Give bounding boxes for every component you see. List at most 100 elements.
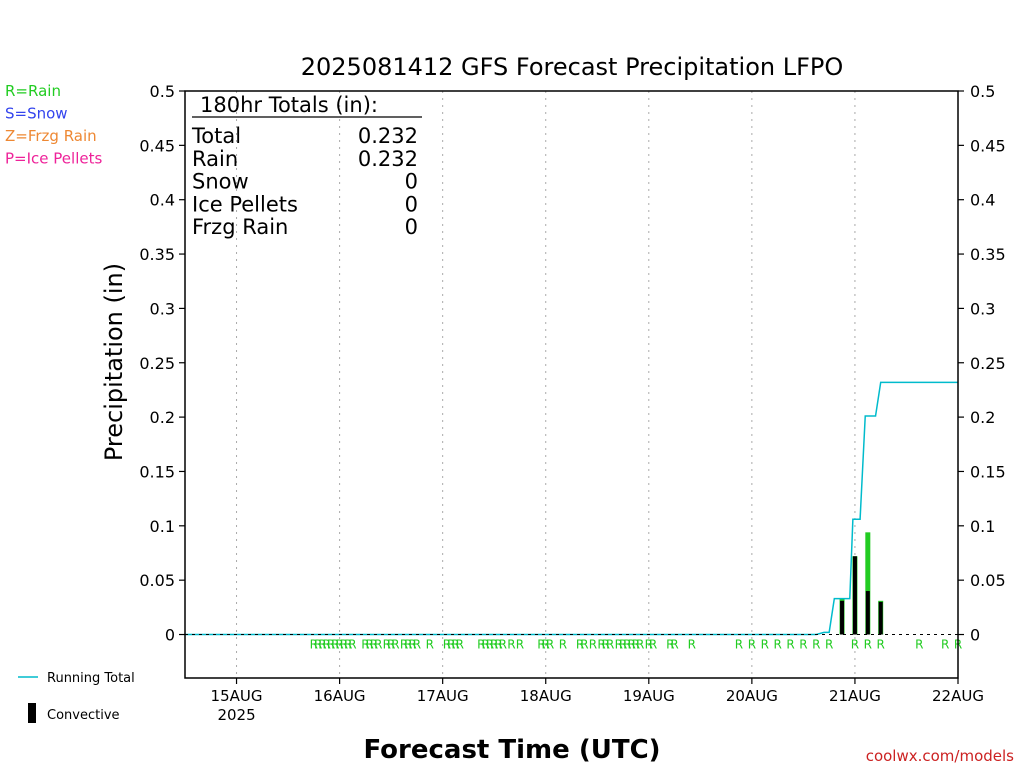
rain-mark: R <box>799 638 807 652</box>
rain-mark: R <box>877 638 885 652</box>
rain-mark: R <box>559 638 567 652</box>
y-tick-label-left-3: 0.15 <box>139 462 175 481</box>
convective-bar-1 <box>852 556 857 635</box>
rain-mark: R <box>413 638 421 652</box>
rain-mark: R <box>499 638 507 652</box>
legend-item-2: Z=Frzg Rain <box>5 127 97 145</box>
totals-value-2: 0 <box>405 170 418 194</box>
x-tick-sublabel-0: 2025 <box>217 706 255 724</box>
x-tick-label-4: 19AUG <box>623 687 675 705</box>
totals-label-2: Snow <box>192 170 249 194</box>
y-tick-label-left-2: 0.1 <box>150 517 175 536</box>
convective-bar-2 <box>865 591 870 635</box>
x-tick-label-1: 16AUG <box>314 687 366 705</box>
x-tick-label-0: 15AUG <box>211 687 263 705</box>
precip-type-legend: R=Rain S=Snow Z=Frzg Rain P=Ice Pellets <box>5 82 102 168</box>
rain-mark: R <box>387 638 395 652</box>
rain-mark: R <box>516 638 524 652</box>
y-tick-label-left-7: 0.35 <box>139 245 175 264</box>
rain-mark: R <box>602 638 610 652</box>
rain-mark: R <box>735 638 743 652</box>
rain-mark: R <box>748 638 756 652</box>
convective-legend: Convective <box>28 703 120 723</box>
x-tick-label-3: 18AUG <box>520 687 572 705</box>
rain-mark: R <box>447 638 455 652</box>
rain-mark: R <box>340 638 348 652</box>
rain-mark: R <box>851 638 859 652</box>
rain-mark: R <box>327 638 335 652</box>
x-tick-label-7: 22AUG <box>932 687 984 705</box>
rain-mark: R <box>456 638 464 652</box>
rain-mark: R <box>864 638 872 652</box>
y-tick-label-right-1: 0.05 <box>970 571 1006 590</box>
rain-mark: R <box>374 638 382 652</box>
rain-mark: R <box>361 638 369 652</box>
totals-value-0: 0.232 <box>358 124 418 148</box>
rain-mark: R <box>490 638 498 652</box>
convective-bar-3 <box>878 601 883 635</box>
y-tick-label-left-4: 0.2 <box>150 408 175 427</box>
rain-mark: R <box>323 638 331 652</box>
chart-title: 2025081412 GFS Forecast Precipitation LF… <box>301 53 844 81</box>
plot-frame <box>184 90 959 679</box>
rain-mark: R <box>426 638 434 652</box>
rain-mark: R <box>486 638 494 652</box>
y-tick-label-left-5: 0.25 <box>139 354 175 373</box>
y-tick-label-right-9: 0.45 <box>970 136 1006 155</box>
rain-mark: R <box>649 638 657 652</box>
running-total-legend-label: Running Total <box>47 671 135 686</box>
convective-legend-label: Convective <box>47 708 120 723</box>
rain-mark: R <box>314 638 322 652</box>
precip-bars <box>839 532 884 635</box>
rain-mark: R <box>542 638 550 652</box>
rain-mark: R <box>632 638 640 652</box>
x-axis-label: Forecast Time (UTC) <box>363 735 660 765</box>
y-tick-label-left-6: 0.3 <box>150 299 175 318</box>
rain-mark: R <box>688 638 696 652</box>
rain-mark: R <box>645 638 653 652</box>
running-total-line <box>185 381 958 636</box>
x-tick-label-5: 20AUG <box>726 687 778 705</box>
y-tick-label-right-3: 0.15 <box>970 462 1006 481</box>
y-tick-label-right-0: 0 <box>970 626 980 645</box>
x-tick-label-6: 21AUG <box>829 687 881 705</box>
rain-mark: R <box>335 638 343 652</box>
totals-label-0: Total <box>191 124 241 148</box>
rain-mark: R <box>825 638 833 652</box>
rain-mark: R <box>348 638 356 652</box>
rain-mark: R <box>546 638 554 652</box>
rain-mark: R <box>761 638 769 652</box>
rain-mark: R <box>606 638 614 652</box>
totals-label-1: Rain <box>192 147 238 171</box>
rain-mark: R <box>318 638 326 652</box>
rain-mark: R <box>344 638 352 652</box>
vertical-gridlines <box>236 91 856 678</box>
totals-box: 180hr Totals (in): Total 0.232 Rain 0.232 Sn… <box>191 93 422 239</box>
legend-item-3: P=Ice Pellets <box>5 150 102 168</box>
totals-header: 180hr Totals (in): <box>200 93 378 117</box>
x-tick-label-2: 17AUG <box>417 687 469 705</box>
rain-mark: R <box>391 638 399 652</box>
convective-swatch <box>28 703 36 723</box>
y-tick-label-right-6: 0.3 <box>970 299 995 318</box>
rain-mark: R <box>636 638 644 652</box>
y-tick-label-right-4: 0.2 <box>970 408 995 427</box>
y-axis-label: Precipitation (in) <box>100 263 128 461</box>
y-axis-left: 0 0.05 0.1 0.15 0.2 0.25 0.3 0.35 0.4 0.45 0.5 <box>139 82 185 645</box>
totals-label-3: Ice Pellets <box>192 192 298 216</box>
rain-mark: R <box>589 638 597 652</box>
running-total-legend: Running Total <box>18 671 135 686</box>
site-credit: coolwx.com/models <box>866 747 1014 765</box>
rain-mark: R <box>400 638 408 652</box>
y-tick-label-left-9: 0.45 <box>139 136 175 155</box>
y-tick-label-right-5: 0.25 <box>970 354 1006 373</box>
precip-bar-2 <box>865 532 871 635</box>
rain-mark: R <box>597 638 605 652</box>
rain-mark: R <box>408 638 416 652</box>
rain-mark: R <box>331 638 339 652</box>
y-tick-label-right-2: 0.1 <box>970 517 995 536</box>
rain-mark: R <box>507 638 515 652</box>
